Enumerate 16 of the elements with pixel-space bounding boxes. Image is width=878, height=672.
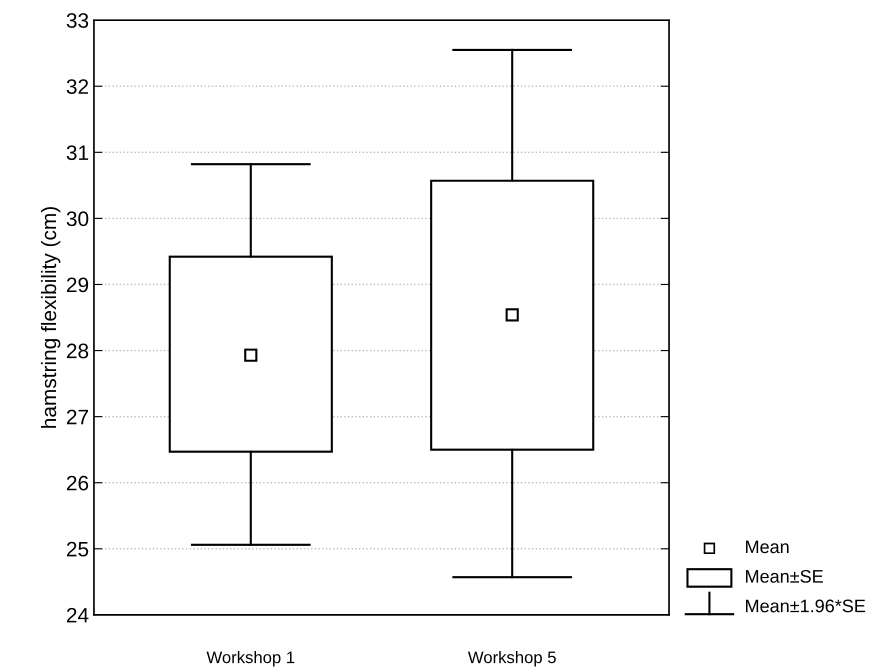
y-tick-label: 24: [66, 608, 88, 622]
y-tick-label: 27: [66, 410, 88, 424]
x-tick-label: Workshop 1: [206, 650, 294, 667]
text: Mean±1.96*SE: [746, 600, 866, 612]
text: Mean±SE: [746, 570, 823, 583]
x-tick-label: Workshop 5: [468, 650, 556, 667]
y-tick-label: 32: [66, 79, 88, 94]
y-tick-label: 28: [66, 344, 88, 358]
text: Mean: [746, 540, 789, 554]
y-tick-label: 33: [66, 13, 88, 28]
y-tick-label: 25: [66, 542, 88, 557]
y-tick-label: 30: [66, 211, 88, 226]
y-tick-label: 31: [66, 145, 88, 160]
y-tick-label: 29: [66, 277, 88, 292]
y-axis-title: hamstring flexibility (cm): [40, 207, 60, 428]
y-tick-label: 26: [66, 476, 88, 490]
